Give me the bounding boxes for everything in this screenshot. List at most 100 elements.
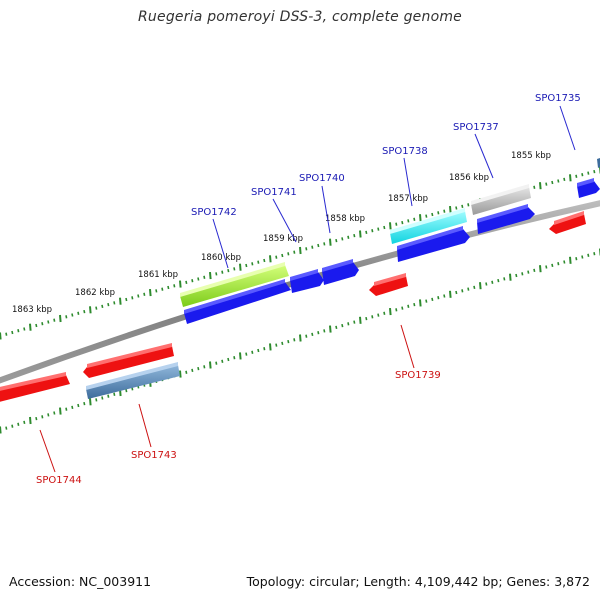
- ruler-tick: [575, 174, 578, 178]
- ruler-tick: [461, 204, 464, 209]
- ruler-tick: [365, 316, 368, 321]
- ruler-tick: [521, 272, 524, 276]
- gene-label-spo1742[interactable]: SPO1742: [191, 207, 237, 218]
- gene-feature[interactable]: [0, 372, 70, 403]
- ruler-tick: [227, 268, 230, 273]
- ruler-tick: [419, 299, 422, 307]
- leader-spo1740: [321, 185, 331, 234]
- ruler-tick: [527, 270, 530, 274]
- ruler-tick: [413, 302, 416, 307]
- ruler-tick: [587, 253, 590, 257]
- ruler-tick: [407, 304, 410, 308]
- ruler-tick: [305, 334, 308, 338]
- ruler-tick: [257, 348, 260, 353]
- ruler-tick: [179, 280, 182, 288]
- ruler-tick: [377, 313, 380, 317]
- ruler-tick: [347, 235, 350, 239]
- gene-feature[interactable]: [577, 178, 600, 198]
- gene-label-spo1740[interactable]: SPO1740: [299, 173, 345, 184]
- gene-feature[interactable]: [290, 269, 324, 293]
- gene-feature[interactable]: [83, 343, 174, 378]
- ruler-tick: [281, 341, 284, 346]
- ruler-tick: [353, 320, 356, 324]
- ruler-tick: [35, 416, 38, 421]
- ruler-tick: [473, 285, 476, 290]
- ruler-tick: [485, 282, 488, 286]
- gene-feature[interactable]: [322, 259, 359, 285]
- gene-feature[interactable]: [390, 208, 467, 244]
- ruler-tick: [185, 370, 188, 374]
- ruler-tick: [53, 411, 56, 415]
- kbp-label-1855: 1855 kbp: [511, 151, 551, 161]
- ruler-tick: [425, 299, 428, 303]
- ruler-tick: [17, 422, 20, 426]
- gene-feature[interactable]: [180, 262, 289, 307]
- ruler-tick: [539, 182, 542, 190]
- leader-spo1744: [39, 429, 56, 473]
- ruler-tick: [371, 229, 374, 233]
- ruler-tick: [437, 296, 440, 300]
- leader-spo1742: [212, 218, 229, 269]
- ruler-tick: [191, 368, 194, 373]
- gene-label-spo1741[interactable]: SPO1741: [251, 187, 297, 198]
- ruler-tick: [281, 253, 284, 258]
- ruler-tick: [341, 237, 344, 241]
- ruler-tick: [263, 347, 266, 351]
- ruler-tick: [479, 282, 482, 290]
- ruler-tick: [401, 220, 404, 225]
- gene-label-spo1739[interactable]: SPO1739: [395, 370, 441, 381]
- ruler-tick: [407, 219, 410, 223]
- gene-label-spo1743[interactable]: SPO1743: [131, 450, 177, 461]
- ruler-tick: [383, 225, 386, 230]
- ruler-tick: [65, 407, 68, 411]
- gene-feature[interactable]: [397, 226, 470, 262]
- leader-spo1739: [400, 324, 415, 369]
- gene-label-spo1738[interactable]: SPO1738: [382, 146, 428, 157]
- gene-feature[interactable]: [597, 158, 600, 168]
- ruler-tick: [359, 230, 362, 238]
- ruler-tick: [83, 309, 86, 314]
- ruler-tick: [11, 424, 14, 428]
- ruler-tick: [311, 245, 314, 249]
- ruler-tick: [137, 294, 140, 298]
- gene-label-spo1737[interactable]: SPO1737: [453, 122, 499, 133]
- kbp-labels: 1855 kbp 1856 kbp 1857 kbp 1858 kbp 1859…: [12, 151, 551, 315]
- ruler-tick: [5, 332, 8, 336]
- ruler-tick: [395, 222, 398, 226]
- ruler-tick: [347, 322, 350, 326]
- gene-feature[interactable]: [184, 279, 291, 324]
- gene-label-spo1744[interactable]: SPO1744: [36, 475, 82, 486]
- gene-feature[interactable]: [549, 211, 586, 234]
- ruler-tick: [269, 255, 272, 263]
- gene-feature[interactable]: [477, 204, 535, 234]
- ruler-tick: [209, 272, 212, 280]
- ruler-tick: [47, 320, 50, 324]
- ruler-tick: [437, 211, 440, 215]
- ruler-tick: [443, 209, 446, 213]
- ruler-tick: [71, 405, 74, 410]
- kbp-label-1859: 1859 kbp: [263, 234, 303, 244]
- ruler-tick: [113, 392, 116, 396]
- ruler-tick: [467, 287, 470, 291]
- kbp-label-1858: 1858 kbp: [325, 214, 365, 224]
- ruler-tick: [341, 323, 344, 328]
- gene-label-spo1735[interactable]: SPO1735: [535, 93, 581, 104]
- gene-feature[interactable]: [86, 362, 180, 399]
- ruler-tick: [419, 214, 422, 222]
- ruler-tick: [581, 255, 584, 259]
- genome-info-text: Topology: circular; Length: 4,109,442 bp…: [246, 574, 590, 589]
- ruler-tick: [83, 401, 86, 406]
- ruler-tick: [365, 230, 368, 235]
- ruler-tick: [509, 273, 512, 281]
- ruler-tick: [107, 394, 110, 398]
- ruler-tick: [65, 315, 68, 319]
- gene-feature[interactable]: [369, 273, 408, 296]
- ruler-tick: [197, 366, 200, 371]
- ruler-tick: [161, 287, 164, 291]
- ruler-tick: [551, 263, 554, 268]
- gene-feature[interactable]: [471, 184, 531, 215]
- ruler-tick: [389, 222, 392, 230]
- ruler-tick: [389, 308, 392, 316]
- ruler-tick: [125, 297, 128, 302]
- ruler-tick: [227, 357, 230, 362]
